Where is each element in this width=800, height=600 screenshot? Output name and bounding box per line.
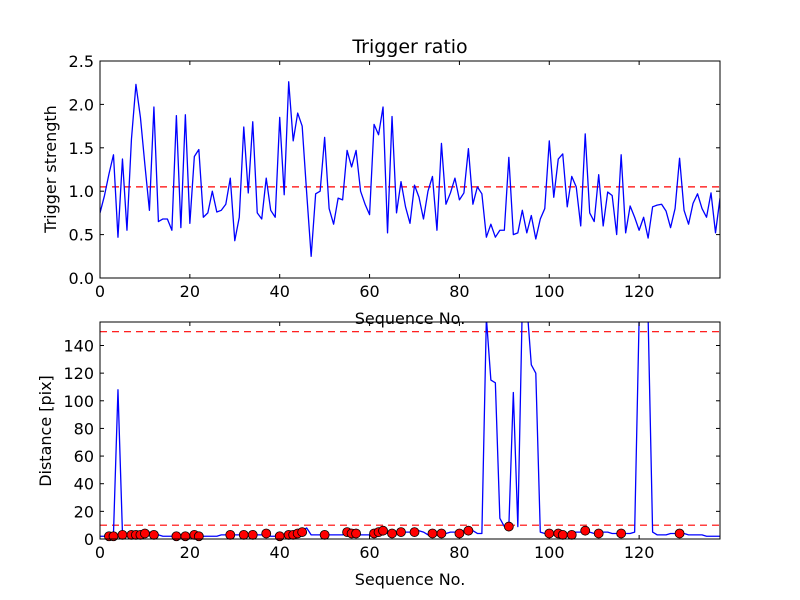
top-plot-frame xyxy=(99,60,721,279)
x-tick-label: 20 xyxy=(180,282,200,301)
data-point-marker xyxy=(427,528,438,539)
data-point-marker xyxy=(593,528,604,539)
plot-area xyxy=(100,81,720,257)
x-tick-label: 60 xyxy=(359,543,379,562)
data-point-marker xyxy=(566,529,577,540)
data-point-marker xyxy=(409,527,420,537)
series-line xyxy=(100,81,720,257)
x-tick-label: 100 xyxy=(534,543,565,562)
top-plot-content: 0 20 40 60 80 100 120 0.0 0.5 1.0 1.5 2.0 2.5 xyxy=(69,52,720,301)
bottom-plot-frame xyxy=(99,321,721,540)
data-point-marker xyxy=(261,528,272,539)
y-tick-label: 140 xyxy=(63,336,94,355)
data-point-marker xyxy=(238,529,249,540)
x-tick-label: 60 xyxy=(359,282,379,301)
y-tick-label: 0.5 xyxy=(69,226,94,245)
data-point-marker xyxy=(378,525,388,536)
y-tick-label: 0 xyxy=(84,530,94,549)
distance-subplot: Sequence No. Distance [pix] 0 20 40 60 80 100… xyxy=(36,321,721,589)
data-point-marker xyxy=(463,525,474,536)
x-tick-label: 100 xyxy=(534,282,565,301)
y-axis-label-top: Trigger strength xyxy=(41,105,60,234)
y-tick-label: 80 xyxy=(74,419,94,438)
y-axis-label-bottom: Distance [pix] xyxy=(36,375,55,487)
y-tick-label: 2.5 xyxy=(69,52,94,71)
x-tick-label: 40 xyxy=(270,543,290,562)
data-point-marker xyxy=(616,528,627,539)
y-tick-label: 1.0 xyxy=(69,182,94,201)
data-point-marker xyxy=(117,529,128,540)
y-tick-label: 100 xyxy=(63,392,94,411)
x-tick-label: 40 xyxy=(270,282,290,301)
data-point-marker xyxy=(544,528,555,539)
trigger-ratio-subplot: Trigger ratio Sequence No. Trigger stren… xyxy=(41,36,721,328)
x-tick-label: 0 xyxy=(95,543,105,562)
y-tick-label: 1.5 xyxy=(69,139,94,158)
data-point-marker xyxy=(297,527,308,537)
x-axis-label-top: Sequence No. xyxy=(355,309,466,328)
data-point-marker xyxy=(557,529,568,540)
y-tick-label: 20 xyxy=(74,502,94,521)
y-tick-label: 40 xyxy=(74,475,94,494)
x-tick-label: 120 xyxy=(624,543,655,562)
data-point-marker xyxy=(580,525,591,536)
x-tick-label: 80 xyxy=(449,282,469,301)
y-tick-label: 2.0 xyxy=(69,95,94,114)
data-point-marker xyxy=(225,529,236,540)
data-point-marker xyxy=(454,528,465,539)
chart-title: Trigger ratio xyxy=(351,36,467,58)
data-point-marker xyxy=(351,528,361,539)
x-tick-label: 120 xyxy=(624,282,655,301)
data-point-marker xyxy=(396,527,406,537)
data-point-marker xyxy=(674,528,685,539)
data-point-marker xyxy=(140,528,150,539)
data-point-marker xyxy=(387,528,397,539)
data-point-marker xyxy=(193,531,204,542)
x-axis-label-bottom: Sequence No. xyxy=(355,570,466,589)
x-tick-label: 0 xyxy=(95,282,105,301)
y-tick-label: 120 xyxy=(63,364,94,383)
data-point-marker xyxy=(436,528,447,539)
data-point-marker xyxy=(319,529,330,540)
y-tick-label: 60 xyxy=(74,447,94,466)
data-point-marker xyxy=(503,521,514,532)
data-point-marker xyxy=(247,529,258,540)
data-point-marker xyxy=(149,529,159,540)
y-tick-label: 0.0 xyxy=(69,269,94,288)
x-tick-label: 20 xyxy=(180,543,200,562)
x-tick-label: 80 xyxy=(449,543,469,562)
